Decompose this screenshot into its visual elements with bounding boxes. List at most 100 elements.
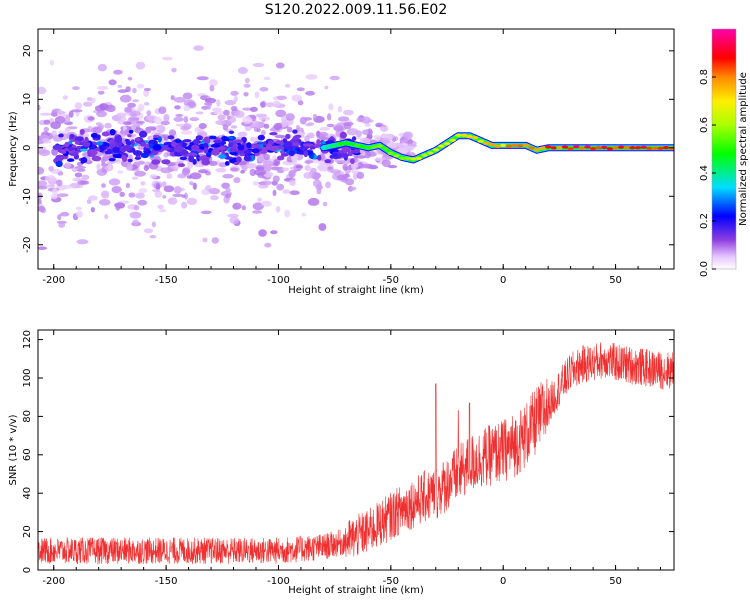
spectrogram-speckle bbox=[75, 206, 82, 211]
spectrogram-speckle bbox=[125, 182, 130, 189]
spectrogram-speckle bbox=[163, 114, 170, 122]
spectrogram-speckle bbox=[125, 86, 131, 93]
spectrogram-ridge-peak bbox=[595, 146, 602, 150]
spectrogram-speckle bbox=[263, 76, 271, 81]
spectrogram-speckle bbox=[230, 167, 239, 172]
spectrogram-speckle bbox=[175, 123, 185, 127]
spectrogram-y-ticks: -20 -10 0 10 20 bbox=[22, 44, 674, 253]
spectrogram-blob bbox=[285, 133, 291, 140]
spectrogram-speckle bbox=[38, 246, 47, 250]
spectrogram-speckle bbox=[326, 113, 332, 121]
x-tick-label: -200 bbox=[42, 576, 65, 587]
spectrogram-speckle bbox=[189, 172, 202, 180]
spectrogram-blob bbox=[246, 142, 252, 149]
spectrogram-ridge-peak bbox=[657, 146, 664, 150]
spectrogram-blob bbox=[96, 134, 101, 139]
spectrogram-speckle bbox=[44, 175, 56, 182]
y-tick-label: 60 bbox=[22, 448, 33, 461]
spectrogram-speckle bbox=[108, 178, 121, 186]
spectrogram-speckle bbox=[104, 122, 112, 129]
spectrogram-speckle bbox=[224, 100, 236, 106]
snr-x-label: Height of straight line (km) bbox=[288, 585, 424, 596]
spectrogram-speckle bbox=[97, 90, 105, 95]
spectrogram-speckle bbox=[280, 116, 287, 123]
spectrogram-speckle bbox=[330, 169, 341, 174]
spectrogram-speckle bbox=[273, 158, 281, 167]
spectrogram-speckle bbox=[275, 109, 287, 118]
snr-y-ticks: 0 20 40 60 80 100 120 bbox=[22, 330, 674, 573]
spectrogram-blob bbox=[228, 136, 234, 140]
spectrogram-ridge-peak bbox=[348, 142, 355, 146]
spectrogram-blob bbox=[55, 154, 64, 161]
spectrogram-ridge-peak bbox=[483, 141, 490, 145]
spectrogram-speckle bbox=[252, 62, 265, 68]
spectrogram-blob bbox=[127, 134, 132, 138]
spectrogram-speckle bbox=[387, 142, 398, 149]
spectrogram-blob bbox=[152, 144, 162, 151]
spectrogram-speckle bbox=[250, 106, 258, 112]
spectrogram-speckle bbox=[128, 115, 140, 123]
spectrogram-speckle bbox=[301, 212, 307, 217]
spectrogram-ridge-peak bbox=[612, 146, 619, 150]
spectrogram-speckle bbox=[234, 110, 245, 118]
spectrogram-speckle bbox=[322, 201, 328, 207]
spectrogram-speckle bbox=[106, 160, 115, 165]
spectrogram-speckle bbox=[158, 106, 167, 114]
spectrogram-speckle bbox=[162, 56, 173, 61]
spectrogram-blob bbox=[108, 158, 116, 162]
spectrogram-blob bbox=[96, 141, 104, 146]
spectrogram-blob bbox=[179, 156, 188, 161]
spectrogram-ridge-peak bbox=[511, 143, 518, 148]
spectrogram-speckle bbox=[183, 116, 189, 123]
spectrogram-speckle bbox=[38, 185, 48, 190]
spectrogram-speckle bbox=[104, 213, 109, 220]
spectrogram-speckle bbox=[317, 164, 328, 172]
spectrogram-blob bbox=[193, 139, 200, 145]
spectrogram-ridge-peak bbox=[410, 157, 417, 161]
y-tick-label: 40 bbox=[22, 487, 33, 500]
spectrogram-ridge-peak bbox=[584, 145, 591, 149]
spectrogram-speckle bbox=[304, 164, 311, 171]
spectrogram-ridge-peak bbox=[589, 147, 597, 151]
spectrogram-speckle bbox=[259, 87, 269, 92]
spectrogram-speckle bbox=[285, 113, 295, 121]
spectrogram-speckle bbox=[135, 61, 146, 70]
spectrogram-blob bbox=[111, 140, 116, 145]
spectrogram-ridge-peak bbox=[438, 144, 445, 148]
spectrogram-speckle bbox=[43, 119, 51, 125]
spectrogram-blob bbox=[339, 131, 347, 139]
spectrogram-ridge-peak bbox=[640, 145, 647, 149]
spectrogram-speckle bbox=[227, 213, 239, 218]
spectrogram-speckle bbox=[204, 102, 212, 106]
spectrogram-blob bbox=[350, 158, 355, 165]
spectrogram-blob bbox=[200, 146, 205, 150]
spectrogram-speckle bbox=[182, 92, 193, 100]
spectrogram-speckle bbox=[96, 86, 109, 90]
spectrogram-speckle bbox=[155, 124, 166, 133]
spectrogram-blob bbox=[316, 139, 321, 145]
spectrogram-blob bbox=[182, 142, 187, 148]
spectrogram-blob bbox=[171, 141, 177, 148]
spectrogram-blob bbox=[288, 150, 295, 157]
colorbar-tick-label: 0.6 bbox=[699, 117, 710, 133]
spectrogram-speckle bbox=[208, 188, 221, 195]
spectrogram-speckle bbox=[374, 157, 384, 162]
spectrogram-speckle bbox=[313, 173, 320, 181]
spectrogram-ridge-peak bbox=[359, 145, 366, 149]
spectrogram-speckle bbox=[291, 94, 303, 102]
spectrogram-blob bbox=[173, 145, 184, 153]
spectrogram-speckle bbox=[326, 123, 335, 128]
spectrogram-ridge-peak bbox=[365, 146, 372, 150]
spectrogram-ridge-peak bbox=[376, 144, 383, 148]
spectrogram-blob bbox=[309, 146, 316, 150]
spectrogram-speckle bbox=[215, 120, 226, 125]
spectrogram-speckle bbox=[181, 168, 191, 176]
spectrogram-blob bbox=[292, 135, 300, 140]
spectrogram-ridge-peak bbox=[601, 145, 608, 150]
spectrogram-blob bbox=[292, 142, 301, 146]
spectrogram-speckle bbox=[296, 87, 305, 92]
spectrogram-ridge-peak bbox=[331, 143, 338, 147]
spectrogram-speckle bbox=[197, 169, 208, 174]
spectrogram-speckle bbox=[136, 120, 145, 124]
spectrogram-ridge-peak bbox=[539, 146, 546, 150]
